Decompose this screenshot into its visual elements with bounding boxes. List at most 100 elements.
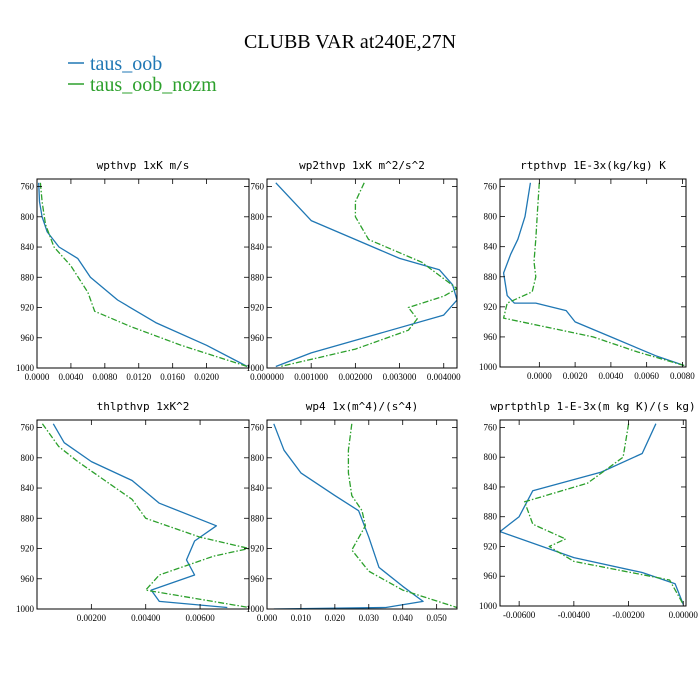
x-tick-label: 0.000000 [250,372,284,382]
y-tick-label: 760 [251,182,265,192]
series-line-taus-oob-nozm [502,182,685,367]
panel-1: wpthvp 1xK m/s76080084088092096010000.00… [16,159,250,382]
panel-title: rtpthvp 1E-3x(kg/kg) K [520,159,666,172]
y-tick-label: 1000 [16,604,35,614]
legend-label-taus-oob-nozm: taus_oob_nozm [90,74,217,96]
y-tick-label: 880 [251,272,265,282]
y-tick-label: 1000 [16,363,35,373]
y-tick-label: 1000 [246,604,265,614]
panel-frame [36,419,250,610]
x-tick-label: 0.0000 [527,371,552,381]
y-tick-label: 880 [21,272,35,282]
y-tick-label: 1000 [479,601,498,611]
x-tick-label: 0.003000 [383,372,417,382]
x-tick-label: 0.0200 [194,372,219,382]
y-tick-label: 920 [21,303,35,313]
x-tick-label: 0.00600 [185,613,215,623]
y-tick-label: 760 [21,423,35,433]
y-tick-label: 760 [484,182,498,192]
y-tick-label: 800 [484,212,498,222]
y-tick-label: 880 [21,513,35,523]
series-line-taus-oob [275,182,457,368]
y-tick-label: 960 [484,332,498,342]
series-line-taus-oob [52,423,228,609]
panel-title: wprtpthlp 1-E-3x(m kg K)/(s kg) [490,400,695,413]
panel-frame [499,178,687,368]
panel-frame [36,178,250,369]
x-tick-label: 0.0060 [634,371,659,381]
x-tick-label: 0.0160 [160,372,185,382]
y-tick-label: 960 [21,333,35,343]
panel-title: thlpthvp 1xK^2 [97,400,190,413]
y-tick-label: 800 [21,453,35,463]
y-tick-label: 960 [21,574,35,584]
y-tick-label: 840 [484,482,498,492]
x-tick-label: 0.0120 [126,372,151,382]
y-tick-label: 960 [251,574,265,584]
x-tick-label: 0.0080 [670,371,695,381]
y-tick-label: 960 [484,571,498,581]
x-tick-label: 0.050 [427,613,448,623]
y-tick-label: 840 [484,242,498,252]
legend: taus_oob taus_oob_nozm [68,53,217,96]
x-tick-label: -0.00600 [503,610,536,620]
x-tick-label: 0.040 [393,613,414,623]
x-tick-label: 0.0040 [59,372,84,382]
y-tick-label: 960 [251,333,265,343]
panel-frame [499,419,687,607]
y-tick-label: 760 [251,423,265,433]
x-tick-label: 0.0020 [563,371,588,381]
y-tick-label: 760 [21,182,35,192]
series-line-taus-oob-nozm [347,423,457,609]
y-tick-label: 920 [484,541,498,551]
y-tick-label: 760 [484,422,498,432]
series-line-taus-oob [273,423,424,609]
series-line-taus-oob-nozm [39,182,248,368]
y-tick-label: 840 [251,483,265,493]
x-tick-label: 0.00000 [669,610,699,620]
panel-3: rtpthvp 1E-3x(kg/kg) K 760 800 840 880 920 960… [479,159,695,381]
y-tick-label: 880 [484,512,498,522]
y-tick-label: 880 [251,513,265,523]
panel-4: thlpthvp 1xK^2 760 800 840 880 920 960 1000 0.00… [16,400,250,623]
y-tick-label: 840 [21,242,35,252]
x-tick-label: 0.00400 [131,613,161,623]
series-line-taus-oob-nozm [41,423,249,609]
panel-title: wpthvp 1xK m/s [97,159,190,172]
y-tick-label: 800 [251,212,265,222]
x-tick-label: 0.00200 [77,613,107,623]
x-tick-label: 0.0080 [92,372,117,382]
panel-title: wp4 1x(m^4)/(s^4) [306,400,419,413]
x-tick-label: -0.00200 [612,610,645,620]
x-tick-label: 0.000 [257,613,278,623]
y-tick-label: 920 [251,303,265,313]
x-tick-label: 0.010 [291,613,312,623]
panel-6: wprtpthlp 1-E-3x(m kg K)/(s kg) 760 800 840… [479,400,698,620]
y-tick-label: 1000 [246,363,265,373]
panel-frame [266,419,458,610]
series-line-taus-oob-nozm [280,182,457,368]
x-tick-label: 0.0040 [599,371,624,381]
y-tick-label: 800 [21,212,35,222]
panels: wpthvp 1xK m/s76080084088092096010000.00… [16,159,698,623]
x-tick-label: 0.002000 [338,372,372,382]
x-tick-label: 0.001000 [294,372,328,382]
panel-title: wp2thvp 1xK m^2/s^2 [299,159,425,172]
panel-2: wp2thvp 1xK m^2/s^2 760 800 840 880 920 960 100… [246,159,461,382]
y-tick-label: 920 [251,544,265,554]
x-tick-label: 0.0000 [25,372,50,382]
y-tick-label: 920 [484,302,498,312]
series-line-taus-oob-nozm [523,423,684,605]
figure-title: CLUBB VAR at240E,27N [244,31,456,53]
y-tick-label: 840 [21,483,35,493]
y-tick-label: 840 [251,242,265,252]
series-line-taus-oob [502,182,685,367]
panel-5: wp4 1x(m^4)/(s^4)76080084088092096010000… [246,400,458,623]
panel-frame [266,178,458,369]
y-tick-label: 920 [21,544,35,554]
y-tick-label: 800 [251,453,265,463]
x-tick-label: 0.030 [359,613,380,623]
x-tick-label: -0.00400 [558,610,591,620]
x-tick-label: 0.020 [325,613,346,623]
